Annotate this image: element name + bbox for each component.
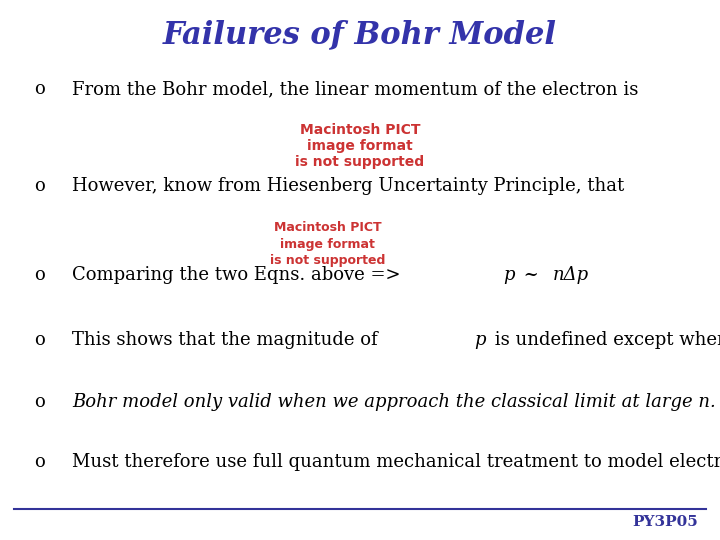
Text: Must therefore use full quantum mechanical treatment to model electron in: Must therefore use full quantum mechanic… bbox=[72, 453, 720, 471]
Text: Macintosh PICT: Macintosh PICT bbox=[300, 123, 420, 137]
Text: image format: image format bbox=[280, 238, 375, 251]
Text: is not supported: is not supported bbox=[295, 155, 425, 169]
Text: o: o bbox=[35, 80, 45, 98]
Text: p: p bbox=[474, 331, 485, 349]
Text: PY3P05: PY3P05 bbox=[633, 515, 698, 529]
Text: is undefined except when: is undefined except when bbox=[489, 331, 720, 349]
Text: o: o bbox=[35, 453, 45, 471]
Text: o: o bbox=[35, 266, 45, 285]
Text: is not supported: is not supported bbox=[270, 254, 385, 267]
Text: This shows that the magnitude of: This shows that the magnitude of bbox=[72, 331, 383, 349]
Text: image format: image format bbox=[307, 139, 413, 153]
Text: o: o bbox=[35, 177, 45, 195]
Text: However, know from Hiesenberg Uncertainty Principle, that: However, know from Hiesenberg Uncertaint… bbox=[72, 177, 624, 195]
Text: Failures of Bohr Model: Failures of Bohr Model bbox=[163, 19, 557, 51]
Text: o: o bbox=[35, 393, 45, 411]
Text: Comparing the two Eqns. above =>: Comparing the two Eqns. above => bbox=[72, 266, 406, 285]
Text: nΔp: nΔp bbox=[552, 266, 588, 285]
Text: o: o bbox=[35, 331, 45, 349]
Text: Macintosh PICT: Macintosh PICT bbox=[274, 221, 382, 234]
Text: Bohr model only valid when we approach the classical limit at large n.: Bohr model only valid when we approach t… bbox=[72, 393, 716, 411]
Text: ~: ~ bbox=[518, 266, 544, 285]
Text: p: p bbox=[503, 266, 515, 285]
Text: From the Bohr model, the linear momentum of the electron is: From the Bohr model, the linear momentum… bbox=[72, 80, 639, 98]
